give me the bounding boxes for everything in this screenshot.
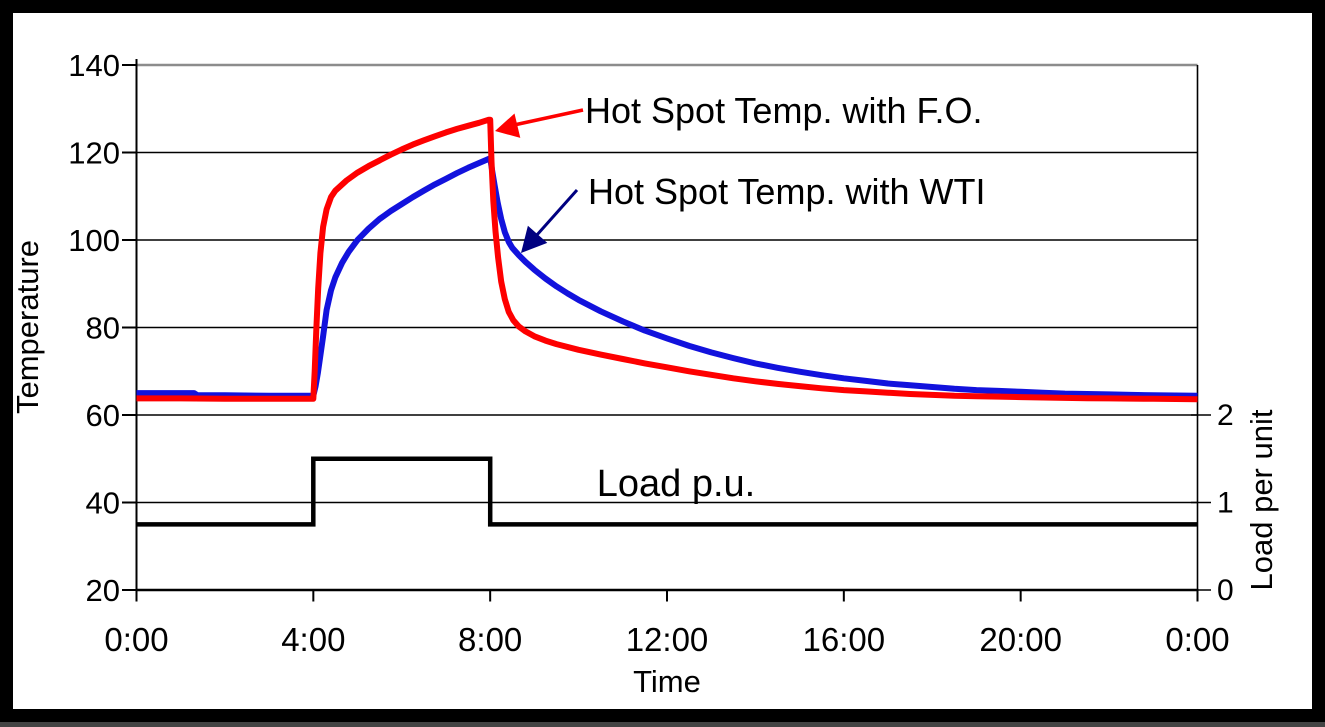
x-axis-tick-label: 16:00 — [803, 621, 886, 658]
annotation-label-wti: Hot Spot Temp. with WTI — [588, 171, 985, 212]
y-axis-tick-label-right: 2 — [1217, 399, 1234, 432]
blue-arrow-shaft — [534, 189, 579, 237]
x-axis-tick-label: 8:00 — [458, 621, 522, 658]
y-axis-tick-label-left: 60 — [86, 398, 120, 433]
series-lines — [136, 116, 1198, 527]
series-line-left-1212dd — [136, 155, 1198, 399]
x-axis-tick-label: 0:00 — [1165, 621, 1229, 658]
x-axis-tick-label: 0:00 — [104, 621, 168, 658]
y-axis-tick-label-right: 1 — [1217, 487, 1234, 520]
annotation-label-load: Load p.u. — [597, 463, 755, 505]
annotation-label-fo: Hot Spot Temp. with F.O. — [585, 90, 983, 131]
x-axis-tick-label: 4:00 — [281, 621, 345, 658]
y-axis-tick-label-left: 100 — [68, 223, 120, 258]
y-axis-tick-label-left: 40 — [86, 486, 120, 521]
y-axis-tick-label-left: 140 — [68, 48, 120, 83]
series-line-left-fe0000 — [136, 116, 1198, 403]
red-arrowhead-icon — [495, 113, 521, 138]
axes — [122, 59, 1211, 602]
red-arrow-shaft — [513, 108, 584, 127]
y-axis-tick-label-left: 20 — [86, 573, 120, 608]
y-axis-title-right: Load per unit — [1244, 409, 1279, 590]
annotation-arrow-red — [495, 108, 584, 138]
x-axis-title: Time — [633, 664, 701, 699]
y-axis-tick-label-right: 0 — [1217, 574, 1234, 607]
x-axis-tick-label: 20:00 — [979, 621, 1062, 658]
annotation-arrow-blue — [521, 189, 579, 253]
series-line-right-000000 — [136, 456, 1198, 527]
y-axis-tick-label-left: 80 — [86, 311, 120, 346]
blue-arrowhead-icon — [521, 225, 548, 253]
x-axis-tick-label: 12:00 — [626, 621, 709, 658]
y-axis-title-left: Temperature — [10, 240, 45, 414]
y-axis-tick-label-left: 120 — [68, 136, 120, 171]
